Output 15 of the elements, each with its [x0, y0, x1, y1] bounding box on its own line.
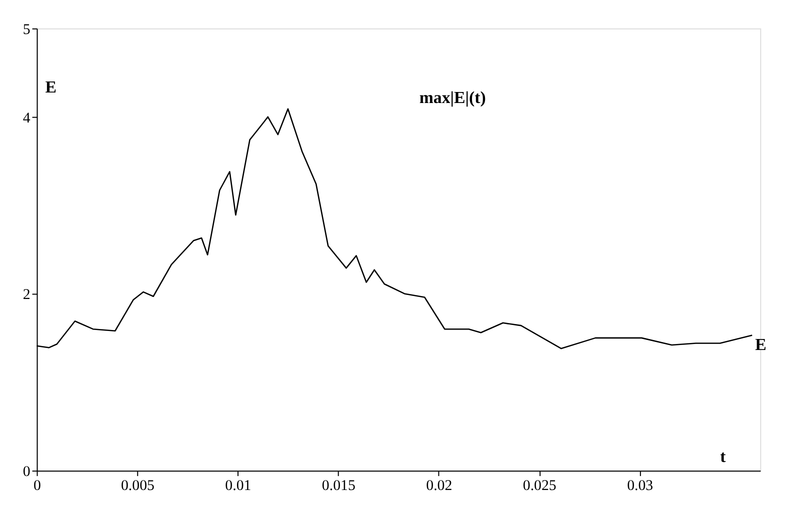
x-tick-label: 0.02	[426, 478, 452, 494]
x-axis-title: t	[720, 447, 726, 466]
x-tick-label: 0.01	[225, 478, 252, 494]
y-tick-label: 5	[22, 22, 30, 38]
y-axis-title: E	[45, 77, 56, 96]
x-tick-label: 0	[34, 478, 41, 494]
x-tick-label: 0.005	[120, 478, 154, 494]
y-tick-label: 2	[22, 287, 30, 304]
annotation: max|E|(t)	[419, 88, 486, 107]
y-tick-label: 4	[22, 110, 31, 126]
x-tick-label: 0.015	[322, 478, 356, 494]
y-tick-label: 0	[22, 464, 30, 480]
x-tick-label: 0.025	[522, 478, 556, 494]
series-label: E	[755, 335, 766, 354]
x-tick-label: 0.03	[627, 478, 654, 494]
